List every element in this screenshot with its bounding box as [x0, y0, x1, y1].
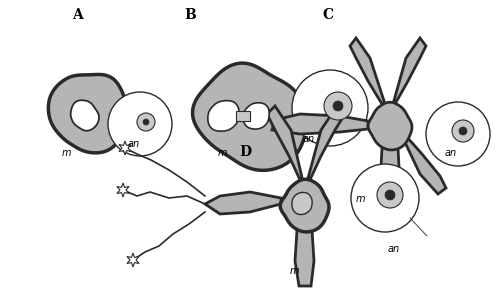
- Text: m: m: [62, 148, 72, 158]
- Polygon shape: [119, 141, 131, 155]
- Circle shape: [426, 102, 490, 166]
- Circle shape: [452, 120, 474, 142]
- Polygon shape: [380, 148, 400, 216]
- Polygon shape: [267, 106, 303, 182]
- Polygon shape: [368, 102, 412, 150]
- Circle shape: [324, 92, 352, 120]
- Text: m: m: [290, 266, 300, 276]
- Polygon shape: [350, 38, 385, 104]
- Circle shape: [108, 92, 172, 156]
- Text: C: C: [322, 8, 333, 22]
- Circle shape: [292, 70, 368, 146]
- Circle shape: [385, 190, 395, 200]
- Text: B: B: [184, 8, 196, 22]
- Text: m: m: [218, 148, 228, 158]
- Circle shape: [459, 127, 467, 135]
- Polygon shape: [292, 192, 312, 215]
- Polygon shape: [272, 114, 368, 134]
- Circle shape: [351, 164, 419, 232]
- Circle shape: [137, 113, 155, 131]
- Polygon shape: [192, 63, 306, 170]
- Polygon shape: [70, 100, 99, 131]
- Polygon shape: [48, 74, 126, 153]
- Text: an: an: [388, 244, 400, 254]
- Polygon shape: [243, 103, 269, 129]
- Circle shape: [333, 101, 343, 111]
- Text: m: m: [356, 194, 366, 204]
- Circle shape: [143, 119, 149, 125]
- Text: D: D: [239, 145, 251, 159]
- Text: an: an: [303, 134, 315, 144]
- Polygon shape: [280, 179, 329, 232]
- Polygon shape: [295, 230, 314, 286]
- Polygon shape: [393, 38, 426, 104]
- Polygon shape: [205, 192, 281, 214]
- Text: an: an: [445, 148, 457, 158]
- Polygon shape: [117, 183, 129, 197]
- Polygon shape: [402, 136, 446, 194]
- Polygon shape: [307, 106, 345, 182]
- Polygon shape: [236, 111, 250, 121]
- Text: an: an: [128, 139, 140, 149]
- Circle shape: [377, 182, 403, 208]
- Polygon shape: [127, 253, 139, 267]
- Text: A: A: [72, 8, 83, 22]
- Polygon shape: [208, 101, 239, 131]
